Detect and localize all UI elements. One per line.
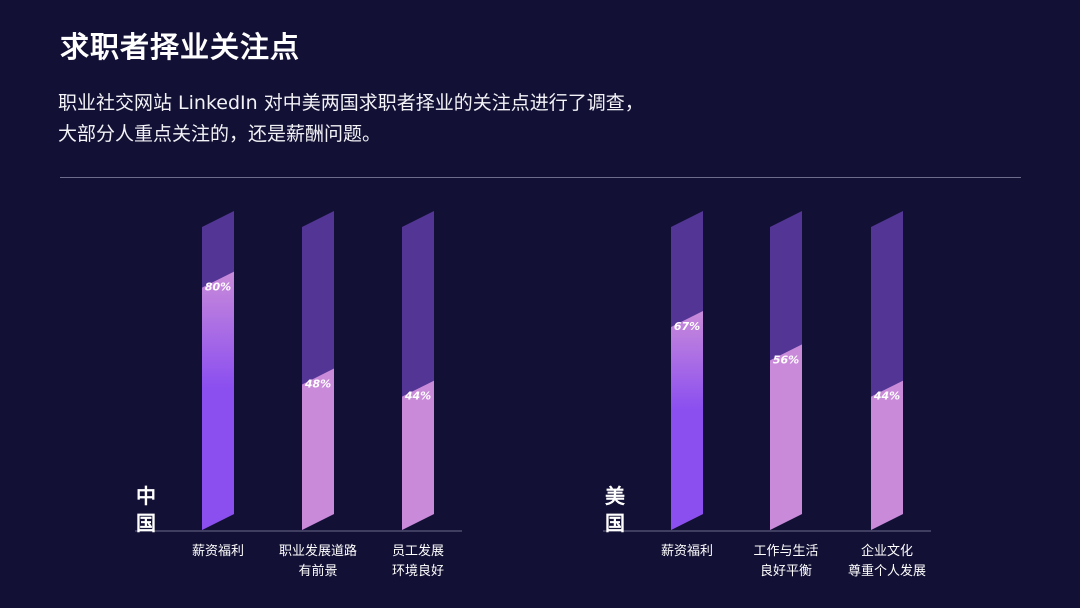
china-category-label-2: 环境良好 (392, 563, 444, 579)
usa-bar-2 (871, 380, 903, 530)
china-category-label-0: 薪资福利 (192, 544, 244, 559)
china-bar-1 (302, 368, 334, 530)
china-value-label-0: 80% (205, 281, 231, 294)
china-value-label-1: 48% (304, 378, 331, 391)
china-bar-0 (202, 271, 234, 530)
china-group-label-char: 国 (136, 511, 156, 535)
china-bar-2 (402, 380, 434, 530)
usa-value-label-1: 56% (773, 353, 799, 366)
usa-bar-1 (770, 344, 802, 530)
usa-category-label-1: 工作与生活 (753, 544, 818, 559)
china-category-label-1: 有前景 (298, 563, 337, 579)
page-description: 职业社交网站 LinkedIn 对中美两国求职者择业的关注点进行了调查， 大部分… (58, 88, 644, 150)
usa-group-label-char: 国 (605, 511, 625, 535)
china-category-label-2: 员工发展 (392, 543, 444, 559)
usa-group-label-char: 美 (605, 484, 626, 508)
description-line-1: 职业社交网站 LinkedIn 对中美两国求职者择业的关注点进行了调查， (58, 92, 644, 114)
usa-category-label-0: 薪资福利 (661, 544, 713, 559)
usa-category-label-2: 尊重个人发展 (848, 563, 926, 579)
usa-category-label-1: 良好平衡 (760, 563, 812, 579)
usa-category-label-2: 企业文化 (861, 543, 913, 559)
usa-value-label-0: 67% (674, 320, 700, 333)
china-group-label-char: 中 (136, 484, 156, 508)
china-category-label-1: 职业发展道路 (279, 543, 357, 559)
china-value-label-2: 44% (404, 390, 431, 403)
usa-bar-0 (671, 310, 703, 530)
usa-value-label-2: 44% (873, 390, 900, 403)
header-divider (60, 177, 1021, 178)
description-line-2: 大部分人重点关注的，还是薪酬问题。 (58, 123, 382, 145)
page-title: 求职者择业关注点 (60, 30, 301, 64)
